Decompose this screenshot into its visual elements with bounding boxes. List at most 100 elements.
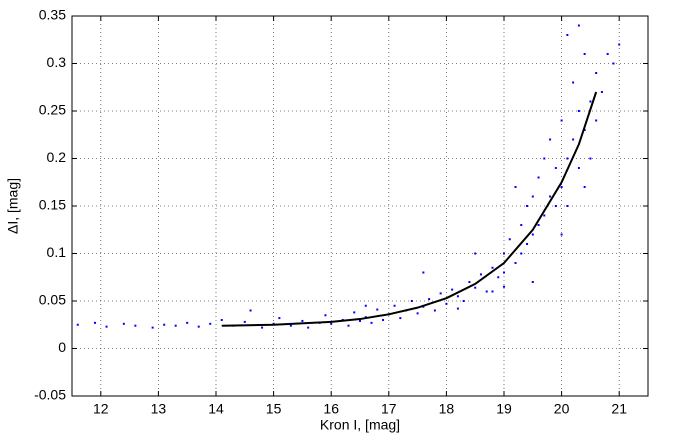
y-tick-label: 0.1 [47,244,67,260]
point [566,205,569,207]
point [456,295,459,298]
point [301,319,304,322]
point [370,321,373,324]
point [589,100,592,103]
point [554,205,557,207]
point [526,243,529,245]
point [491,266,494,269]
y-tick-label: 0.15 [39,197,66,213]
point [174,324,177,327]
point [583,186,586,188]
point [595,119,598,122]
point [503,285,505,288]
point [526,205,529,207]
plot-frame [71,15,649,397]
x-tick-label: 15 [266,401,282,417]
point [359,319,361,322]
point [485,290,488,293]
x-tick-label: 16 [323,401,339,417]
point [577,167,580,169]
point [94,321,97,324]
y-tick-label: -0.05 [34,387,66,403]
point [497,276,500,279]
x-tick-label: 12 [93,401,109,417]
point [572,138,575,141]
x-tick-label: 19 [496,401,512,417]
x-tick-label: 21 [611,401,627,417]
point [468,281,471,283]
point [197,325,200,328]
point [491,290,494,293]
point [278,317,281,320]
point [572,81,575,84]
point [382,319,385,321]
y-tick-label: 0.35 [39,7,66,23]
point [549,195,552,198]
point [566,34,569,36]
point [503,271,505,274]
point [209,322,212,325]
point [347,324,350,327]
point [163,323,166,326]
x-tick-label: 20 [554,401,570,417]
x-tick-label: 13 [151,401,167,417]
point [531,281,534,283]
x-tick-label: 14 [208,401,224,417]
point [462,300,465,302]
point [186,321,189,324]
point [399,317,402,320]
point [456,307,459,310]
point [474,286,477,289]
point [560,119,563,122]
point [560,233,563,236]
x-tick-label: 18 [439,401,455,417]
point [503,252,505,255]
point [537,176,540,179]
x-axis-label: Kron I, [mag] [320,417,400,433]
point [376,308,379,311]
point [134,324,137,327]
point [566,157,569,160]
point [595,72,598,74]
point [479,273,482,276]
point [324,314,327,317]
point [428,298,431,301]
y-tick-label: 0.25 [39,102,66,118]
point [543,214,546,217]
point [577,110,580,112]
point [514,262,517,264]
point [531,233,534,236]
point [353,311,356,314]
point [514,186,517,188]
point [589,157,592,160]
point [451,288,454,291]
point [249,309,252,312]
point [105,325,108,328]
y-tick-label: 0.3 [47,54,67,70]
point [543,157,546,160]
point [520,252,523,255]
point [612,62,615,65]
point [549,138,552,141]
point [577,24,580,27]
point [261,326,264,329]
point [439,292,442,295]
y-tick-label: 0 [58,339,66,355]
point [537,224,540,226]
point [600,91,603,93]
x-tick-label: 17 [381,401,397,417]
point [433,309,436,312]
point [76,323,79,326]
point [474,252,477,255]
point [508,238,511,241]
y-tick-label: 0.2 [47,149,67,165]
point [122,322,125,325]
point [422,271,425,274]
y-axis-label: ΔI, [mag] [5,178,21,234]
point [554,167,557,169]
point [520,224,523,226]
y-tick-label: 0.05 [39,292,66,308]
point [307,326,310,329]
point [330,322,333,325]
